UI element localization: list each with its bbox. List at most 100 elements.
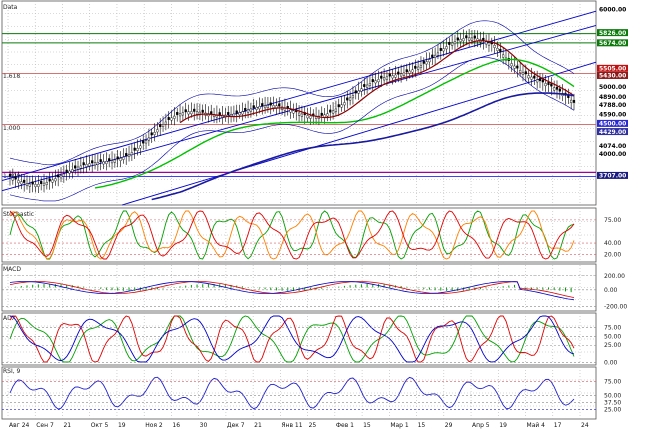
candle-body [334,108,338,112]
price-tag-box [597,93,628,101]
x-tick-label: 17 [554,422,562,429]
x-tick-label: Сен 7 [36,422,54,429]
price-tag-box [597,83,628,91]
candle-body [442,48,445,52]
candle-body [178,113,182,117]
candle-body [184,109,187,113]
candle-body [167,117,170,120]
candle-body [530,76,533,80]
candle-body [201,109,204,113]
candle-body [536,79,539,83]
x-tick-label: Окт 5 [91,422,109,429]
x-tick-label: Мар 1 [390,422,409,429]
price-tag-label: 3707.00 [599,173,626,180]
indicator-level-label: 75.00 [604,379,621,386]
candle-body [161,124,165,127]
candle-body [544,83,547,87]
candle-body [269,102,272,106]
candle-body [470,37,474,41]
candle-body [493,44,496,48]
channel-line-upper [1,10,597,181]
candle-body [289,109,292,113]
candle-body [17,180,20,184]
candle-body [414,65,417,69]
candle-body [516,65,519,69]
candle-body [496,48,499,51]
candle-body [136,148,139,151]
candle-body [445,46,448,50]
candle-body [255,106,258,110]
candle-body [96,162,99,165]
indicator-level-label: 200.00 [604,273,625,280]
indicator-level-label: 75.00 [604,217,621,224]
candle-body [8,173,12,177]
x-tick-label: Апр 5 [472,422,490,429]
candle-body [147,137,150,141]
candle-body [127,154,131,157]
candle-body [473,35,476,39]
candle-body [278,103,281,107]
sma-long-line [151,92,575,201]
macd-series-line [9,281,575,298]
candle-body [411,69,414,73]
candle-body [235,110,238,114]
candle-body [297,112,301,116]
candle-body [349,97,352,101]
candle-body [82,162,85,166]
candle-body [553,87,556,91]
candle-body [425,61,428,65]
candle-body [232,113,235,117]
candle-body [71,169,74,173]
candle-body [110,160,114,164]
candle-body [139,145,142,149]
candle-body [28,183,31,187]
price-tag-box [597,39,628,47]
candle-body [331,110,335,114]
macd-title: MACD [3,266,21,273]
candle-body [91,160,94,164]
price-tag-box [597,101,628,109]
candle-body [153,132,156,135]
candle-body [142,140,145,144]
candle-body [388,73,391,77]
candle-body [59,175,63,179]
price-tag-label: 5505.00 [599,66,626,73]
candle-body [40,181,43,184]
candle-body [451,42,454,46]
candle-body [88,163,91,167]
candle-body [371,79,374,83]
indicator-level-label: 20.00 [604,251,621,258]
candle-body [558,88,561,92]
candle-body [538,78,542,82]
indicator-level-label: 37.50 [604,399,621,406]
candle-body [453,41,457,45]
candle-body [519,70,522,74]
stochastic-series-line [9,210,575,260]
candle-body [394,74,397,78]
indicator-level-label: -200.00 [604,303,627,310]
price-tag-label: 4500.00 [599,121,626,128]
price-tag-label: 4590.00 [599,111,626,118]
candle-body [57,174,60,178]
price-tag-box [597,150,628,158]
candle-body [513,65,516,69]
rsi-series-line [9,376,575,410]
candle-body [130,152,133,156]
candle-body [329,109,332,113]
candle-body [524,71,527,75]
candle-body [351,95,355,99]
candle-body [76,166,80,170]
adx-series-line [9,315,575,363]
x-tick-label: 21 [63,422,71,429]
indicator-level-label: 50.00 [604,333,621,340]
candle-body [266,105,270,108]
candle-body [485,41,488,45]
candle-body [252,105,255,109]
candle-body [323,114,326,118]
price-tag-label: 5826.00 [599,30,626,37]
x-tick-label: Дек 7 [227,422,245,429]
candle-body [176,112,179,115]
x-tick-label: 19 [499,422,507,429]
candle-body [374,80,377,84]
candle-body [502,54,505,58]
